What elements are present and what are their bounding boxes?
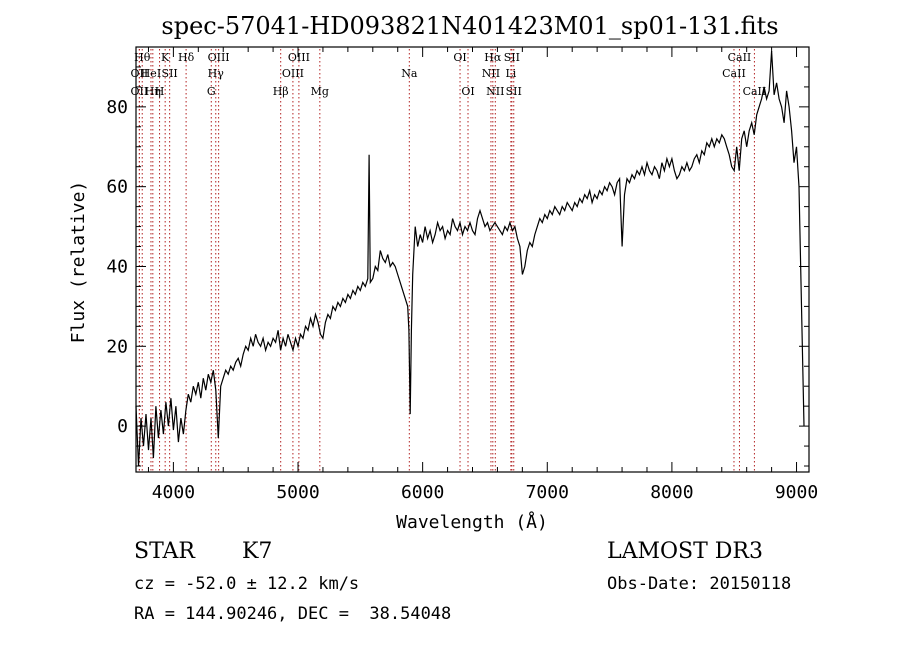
y-axis-label: Flux (relative) xyxy=(68,181,89,344)
line-label-7: SII xyxy=(162,67,178,80)
line-label-12: Hβ xyxy=(273,85,289,98)
line-label-4: Hη xyxy=(145,85,161,98)
redshift-readout: cz = -52.0 ± 12.2 km/s xyxy=(134,574,360,594)
y-axis-ticks: 0 20 40 60 80 xyxy=(106,66,809,467)
plot-frame xyxy=(135,46,810,473)
x-tick-label: 5000 xyxy=(276,482,319,503)
line-label-27: CaII xyxy=(743,85,767,98)
y-tick-label: 60 xyxy=(106,177,128,198)
line-label-24: SII xyxy=(506,85,522,98)
line-label-21: NII xyxy=(486,85,504,98)
spectral-line-markers xyxy=(138,49,755,472)
x-tick-label: 8000 xyxy=(650,482,693,503)
x-axis-ticks: 4000 5000 6000 7000 8000 9000 xyxy=(147,47,818,503)
line-label-13: OIII xyxy=(282,67,304,80)
line-label-18: OI xyxy=(461,85,474,98)
observation-date: Obs-Date: 20150118 xyxy=(607,574,792,594)
spectrum-series-line xyxy=(135,50,805,467)
line-label-26: CaII xyxy=(728,51,752,64)
line-label-1: OII xyxy=(131,67,149,80)
coordinates-readout: RA = 144.90246, DEC = 38.54048 xyxy=(134,604,452,624)
survey-name: LAMOST DR3 xyxy=(607,539,763,564)
y-tick-label: 80 xyxy=(106,97,128,118)
object-subclass: K7 xyxy=(242,539,273,564)
line-label-15: Mg xyxy=(311,85,329,98)
x-tick-label: 7000 xyxy=(526,482,569,503)
line-label-11: OIII xyxy=(208,51,230,64)
line-label-23: SII xyxy=(504,51,520,64)
line-label-10: Hγ xyxy=(208,67,225,80)
x-axis-label: Wavelength (Å) xyxy=(396,511,548,533)
line-label-5: H xyxy=(155,85,165,98)
chart-title: spec-57041-HD093821N401423M01_sp01-131.f… xyxy=(161,12,778,40)
x-tick-label: 9000 xyxy=(775,482,818,503)
line-label-20: Hα xyxy=(484,51,502,64)
line-label-8: Hδ xyxy=(178,51,195,64)
line-label-14: OIII xyxy=(288,51,310,64)
line-label-3: HeI xyxy=(141,67,161,80)
x-tick-label: 6000 xyxy=(401,482,444,503)
line-label-19: NII xyxy=(482,67,500,80)
object-class: STAR xyxy=(134,539,195,564)
line-label-17: OI xyxy=(453,51,466,64)
spectral-line-labels: HθOIIOIIHeIHηHKSIIHδGHγOIIIHβOIIIOIIIMgN… xyxy=(131,51,767,98)
line-label-25: CaII xyxy=(722,67,746,80)
line-label-16: Na xyxy=(401,67,418,80)
line-label-2: OII xyxy=(131,85,149,98)
y-tick-label: 20 xyxy=(106,336,128,357)
line-label-22: Li xyxy=(505,67,516,80)
x-tick-label: 4000 xyxy=(152,482,195,503)
line-label-9: G xyxy=(207,85,216,98)
line-label-0: Hθ xyxy=(134,51,151,64)
y-tick-label: 40 xyxy=(106,256,128,277)
line-label-6: K xyxy=(161,51,170,64)
y-tick-label: 0 xyxy=(117,416,128,437)
